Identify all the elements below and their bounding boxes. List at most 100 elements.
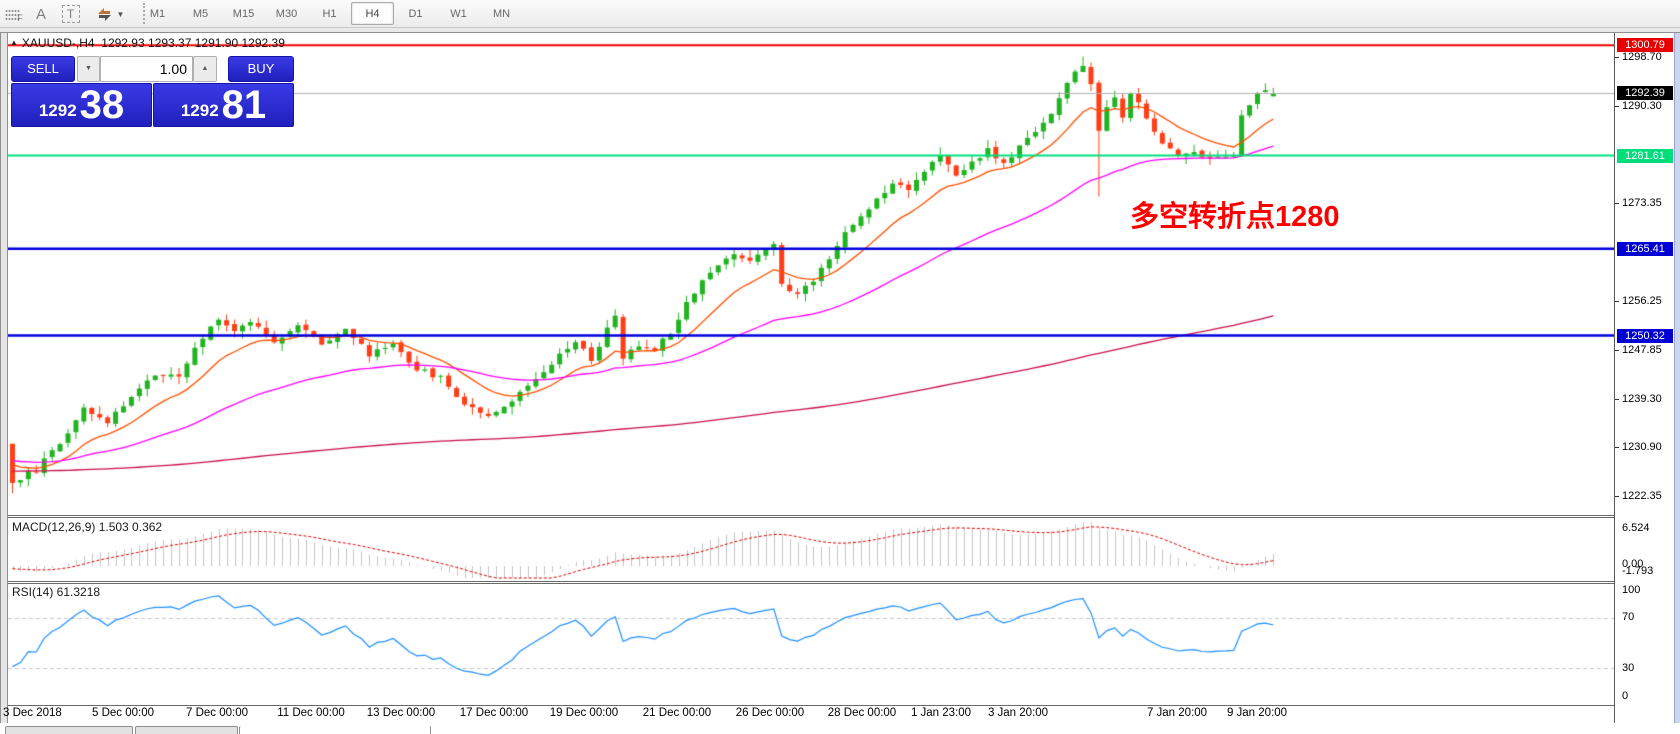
time-axis-line [8,705,1674,706]
chart-annotation-text: 多空转折点1280 [1130,201,1340,233]
volume-increase-button[interactable]: ▲ [193,56,217,82]
buy-button[interactable]: BUY [228,56,294,82]
sell-price-small: 1292 [38,101,77,120]
time-tick-label: 17 Dec 00:00 [459,707,529,719]
indicator-scale-label: 30 [1622,662,1635,674]
indicator-scale-label: 70 [1622,611,1635,623]
time-tick-label: 19 Dec 00:00 [549,707,619,719]
indicator-scale-label: 0.00 [1622,558,1644,570]
sell-price-panel[interactable]: 1292 38 [11,83,152,127]
indicator-scale-label: 6.524 [1622,522,1650,534]
buy-price-big: 81 [221,83,267,127]
volume-decrease-button[interactable]: ▼ [77,56,100,82]
indicator-scale-label: 100 [1622,584,1641,596]
chart-tab[interactable] [135,726,238,734]
price-tick-mark [1615,447,1619,449]
insert-text-icon[interactable]: A [31,4,51,24]
timeframe-button-w1[interactable]: W1 [450,8,467,20]
sell-price-big: 38 [79,83,125,127]
panel-divider[interactable] [8,581,1674,582]
time-tick-label: 11 Dec 00:00 [277,707,345,719]
price-tick-mark [1615,398,1619,400]
one-click-trading-panel: SELL ▼ 1.00 ▲ BUY 1292 38 1292 81 [11,56,294,127]
price-tick-mark [1615,203,1619,205]
level-price-badge: 1265.41 [1617,241,1673,256]
buy-price-panel[interactable]: 1292 81 [153,83,294,127]
low-value: 1291.90 [194,36,239,50]
close-value: 1292.39 [241,36,285,50]
time-tick-label: 5 Dec 00:00 [91,707,155,719]
rsi-label: RSI(14) 61.3218 [12,585,101,599]
price-tick-mark [1615,496,1619,498]
time-tick-label: 7 Jan 20:00 [1146,707,1208,719]
window-scrollbar[interactable] [1674,33,1680,734]
sell-button[interactable]: SELL [11,56,75,82]
letter-a: A [35,5,46,23]
time-tick-label: 9 Jan 20:00 [1226,707,1288,719]
timeframe-button-h4[interactable]: H4 [351,2,394,25]
volume-input[interactable]: 1.00 [100,56,193,82]
indicator-scale-label: -1.793 [1622,565,1654,577]
time-tick-label: 3 Jan 20:00 [987,707,1049,719]
timeframe-button-mn[interactable]: MN [492,8,511,20]
timeframe-button-m5[interactable]: M5 [192,8,209,20]
level-price-badge: 1281.61 [1617,148,1673,163]
current-price-badge: 1292.39 [1617,86,1673,101]
chart-tab[interactable] [5,726,133,734]
price-axis[interactable]: 1298.70 1290.30 1273.35 1256.25 1247.85 1239.… [1614,33,1674,723]
buy-price-small: 1292 [180,101,219,120]
toolbar: F A T ▼ M1 M5 M15 M30 H1 H4 D1 W1 MN [0,0,1680,28]
price-tick-mark [1615,349,1619,351]
grid-f-letter: F [17,13,23,23]
panel-divider[interactable] [8,515,1674,516]
price-tick-label: 1273.35 [1622,197,1662,210]
price-tick-label: 1256.25 [1622,295,1662,308]
timeframe-bar: M1 M5 M15 M30 H1 H4 D1 W1 MN [136,2,523,26]
price-tick-label: 1247.85 [1622,343,1662,356]
text-label-tool-icon[interactable]: T [60,4,81,24]
symbol-period: XAUUSD-,H4 [21,36,95,50]
window-top-edge [0,28,1680,33]
panel-divider[interactable] [8,583,1674,584]
collapse-triangle-icon[interactable]: ▲ [10,38,18,47]
time-axis[interactable]: 3 Dec 2018 5 Dec 00:00 7 Dec 00:00 11 Dec 0… [3,706,1614,723]
time-tick-label: 7 Dec 00:00 [185,707,249,719]
timeframe-button-m30[interactable]: M30 [275,8,298,20]
price-tick-mark [1615,301,1619,303]
window-left-frame [0,33,8,734]
time-tick-label: 3 Dec 2018 [3,707,62,719]
price-tick-mark [1615,57,1619,59]
price-tick-label: 1298.70 [1622,51,1662,64]
toolbar-separator [143,3,145,24]
price-tick-label: 1230.90 [1622,441,1662,454]
chart-tab-active[interactable] [239,726,431,734]
open-value: 1292.93 [101,36,145,50]
price-tick-mark [1615,105,1619,107]
ohlc-readout: ▲ XAUUSD-,H4 1292.93 1293.37 1291.90 1292… [10,36,285,50]
timeframe-button-d1[interactable]: D1 [408,8,423,20]
timeframe-button-m1[interactable]: M1 [149,8,166,20]
diagonal-arrows-icon [97,7,111,21]
time-tick-label: 21 Dec 00:00 [642,707,712,719]
dot-grid-icon [5,8,21,20]
macd-label: MACD(12,26,9) 1.503 0.362 [12,520,163,534]
time-tick-label: 13 Dec 00:00 [366,707,436,719]
timeframe-button-m15[interactable]: M15 [232,8,255,20]
indicator-scale-label: 0 [1622,690,1629,702]
letter-t-box: T [61,5,80,23]
level-price-badge: 1250.32 [1617,328,1673,343]
time-tick-label: 1 Jan 23:00 [910,707,972,719]
grid-template-icon[interactable]: F [3,4,25,24]
price-tick-label: 1239.30 [1622,392,1662,405]
timeframe-button-h1[interactable]: H1 [322,8,337,20]
panel-divider[interactable] [8,517,1674,518]
price-tick-label: 1290.30 [1622,99,1662,112]
arrow-objects-icon[interactable]: ▼ [92,4,128,24]
price-tick-label: 1222.35 [1622,490,1662,503]
high-value: 1293.37 [148,36,192,50]
chart-canvas[interactable] [8,33,1614,723]
chart-tabs-strip [0,723,1680,734]
chevron-down-icon[interactable]: ▼ [116,9,125,19]
time-tick-label: 26 Dec 00:00 [735,707,805,719]
